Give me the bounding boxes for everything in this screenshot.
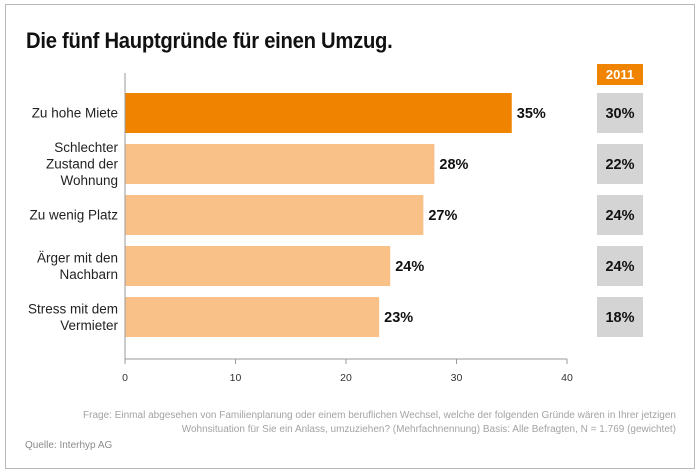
value-labels: 35% 28% 27% 24% 23% xyxy=(384,106,546,326)
bar-2 xyxy=(125,144,435,184)
chart-frame xyxy=(5,4,695,469)
x-tick-label-30: 30 xyxy=(451,372,463,384)
bar-3 xyxy=(125,195,424,235)
comparison-header-box xyxy=(597,64,643,85)
comparison-value-5: 18% xyxy=(605,310,634,326)
category-label-4: Ärger mit den Nachbarn xyxy=(37,250,118,282)
bar-5 xyxy=(125,297,380,337)
x-tick-label-20: 20 xyxy=(340,372,352,384)
x-tick-label-40: 40 xyxy=(561,372,573,384)
comparison-box-2 xyxy=(597,144,643,184)
category-label-5: Stress mit dem Vermieter xyxy=(28,301,119,333)
value-label-2: 28% xyxy=(439,157,468,173)
value-label-1: 35% xyxy=(517,106,546,122)
comparison-box-3 xyxy=(597,195,643,235)
bar-1 xyxy=(125,93,512,133)
footnote-line-1: Frage: Einmal abgesehen von Familienplan… xyxy=(83,410,676,421)
value-label-5: 23% xyxy=(384,310,413,326)
comparison-value-2: 22% xyxy=(605,157,634,173)
x-tick-label-0: 0 xyxy=(122,372,128,384)
comparison-column: 2011 30% 22% 24% 24% 18% xyxy=(597,64,643,337)
comparison-box-4 xyxy=(597,246,643,286)
value-label-3: 27% xyxy=(428,208,457,224)
comparison-box-1 xyxy=(597,93,643,133)
category-labels: Zu hohe Miete Schlechter Zustand der Wohnun… xyxy=(28,106,119,333)
x-tick-label-10: 10 xyxy=(230,372,242,384)
comparison-value-1: 30% xyxy=(605,106,634,122)
chart-title: Die fünf Hauptgründe für einen Umzug. xyxy=(26,28,393,53)
comparison-box-5 xyxy=(597,297,643,337)
category-label-2: Schlechter Zustand der Wohnung xyxy=(46,140,119,188)
axes-group: 0 10 20 30 40 xyxy=(122,73,573,384)
comparison-header-label: 2011 xyxy=(606,67,634,82)
bars-group xyxy=(125,93,512,337)
bar-4 xyxy=(125,246,391,286)
footnote-line-2: Wohnsituation für Sie ein Anlass, umzuzi… xyxy=(181,424,676,435)
category-label-3: Zu wenig Platz xyxy=(29,208,118,223)
comparison-value-4: 24% xyxy=(605,259,634,275)
comparison-value-3: 24% xyxy=(605,208,634,224)
value-label-4: 24% xyxy=(395,259,424,275)
category-label-1: Zu hohe Miete xyxy=(32,106,118,121)
source-label: Quelle: Interhyp AG xyxy=(25,440,113,451)
